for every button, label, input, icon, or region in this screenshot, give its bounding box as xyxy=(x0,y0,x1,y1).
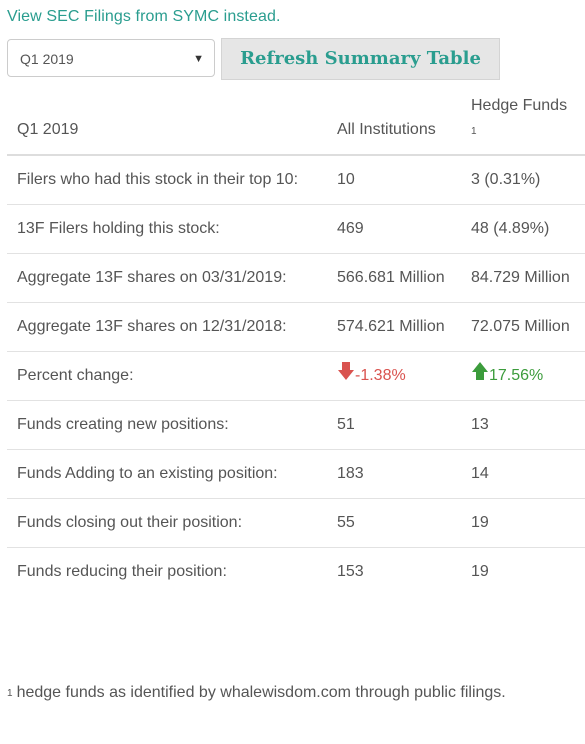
chevron-down-icon: ▼ xyxy=(193,53,204,65)
row-value-all: 153 xyxy=(327,547,461,596)
controls-bar: Q1 2019 ▼ Refresh Summary Table xyxy=(7,38,585,80)
percent-change-all: -1.38% xyxy=(355,367,406,384)
footnote-marker: 1 xyxy=(471,126,477,137)
row-label: 13F Filers holding this stock: xyxy=(7,204,327,254)
row-value-hedge: 13 xyxy=(461,400,585,450)
table-row: Aggregate 13F shares on 03/31/2019: 566.… xyxy=(7,253,585,303)
table-header-row: Q1 2019 All Institutions Hedge Funds 1 xyxy=(7,90,585,156)
row-value-hedge: 84.729 Million xyxy=(461,253,585,303)
row-value-hedge: 19 xyxy=(461,547,585,596)
table-row: Funds creating new positions: 51 13 xyxy=(7,400,585,450)
row-label: Funds reducing their position: xyxy=(7,547,327,596)
table-row: 13F Filers holding this stock: 469 48 (4… xyxy=(7,204,585,254)
row-value-all: -1.38% xyxy=(327,351,461,401)
row-value-all: 574.621 Million xyxy=(327,302,461,352)
row-label: Funds closing out their position: xyxy=(7,498,327,548)
row-value-hedge: 17.56% xyxy=(461,351,585,401)
row-value-all: 55 xyxy=(327,498,461,548)
row-label: Aggregate 13F shares on 03/31/2019: xyxy=(7,253,327,303)
row-value-all: 51 xyxy=(327,400,461,450)
row-label: Aggregate 13F shares on 12/31/2018: xyxy=(7,302,327,352)
percent-change-hedge: 17.56% xyxy=(489,367,544,384)
row-value-hedge: 72.075 Million xyxy=(461,302,585,352)
view-sec-filings-link[interactable]: View SEC Filings from SYMC instead. xyxy=(7,8,281,25)
header-period: Q1 2019 xyxy=(7,90,327,156)
row-value-all: 469 xyxy=(327,204,461,254)
quarter-select-value: Q1 2019 xyxy=(20,51,74,67)
arrow-up-icon xyxy=(472,362,488,380)
quarter-select[interactable]: Q1 2019 ▼ xyxy=(7,39,215,77)
footnote-mark: 1 xyxy=(7,688,13,699)
arrow-down-icon xyxy=(338,362,354,380)
table-row: Aggregate 13F shares on 12/31/2018: 574.… xyxy=(7,302,585,352)
table-row: Funds closing out their position: 55 19 xyxy=(7,498,585,548)
row-value-all: 566.681 Million xyxy=(327,253,461,303)
footnote-text: hedge funds as identified by whalewisdom… xyxy=(16,684,506,701)
row-value-hedge: 3 (0.31%) xyxy=(461,154,585,205)
row-label: Percent change: xyxy=(7,351,327,401)
table-row: Percent change: -1.38% 17.56% xyxy=(7,351,585,401)
refresh-summary-button[interactable]: Refresh Summary Table xyxy=(221,38,500,80)
row-label: Funds Adding to an existing position: xyxy=(7,449,327,499)
row-value-all: 10 xyxy=(327,154,461,205)
header-hedge-funds-label: Hedge Funds xyxy=(471,97,568,114)
table-row: Funds Adding to an existing position: 18… xyxy=(7,449,585,499)
row-label: Funds creating new positions: xyxy=(7,400,327,450)
row-value-hedge: 19 xyxy=(461,498,585,548)
row-value-hedge: 14 xyxy=(461,449,585,499)
row-value-hedge: 48 (4.89%) xyxy=(461,204,585,254)
row-label: Filers who had this stock in their top 1… xyxy=(7,154,327,205)
table-row: Funds reducing their position: 153 19 xyxy=(7,547,585,596)
footnote: 1 hedge funds as identified by whalewisdo… xyxy=(7,680,577,706)
summary-table: Q1 2019 All Institutions Hedge Funds 1 Fi… xyxy=(7,90,585,596)
table-row: Filers who had this stock in their top 1… xyxy=(7,154,585,205)
header-hedge-funds: Hedge Funds 1 xyxy=(461,90,585,156)
row-value-all: 183 xyxy=(327,449,461,499)
header-all-institutions: All Institutions xyxy=(327,90,461,156)
